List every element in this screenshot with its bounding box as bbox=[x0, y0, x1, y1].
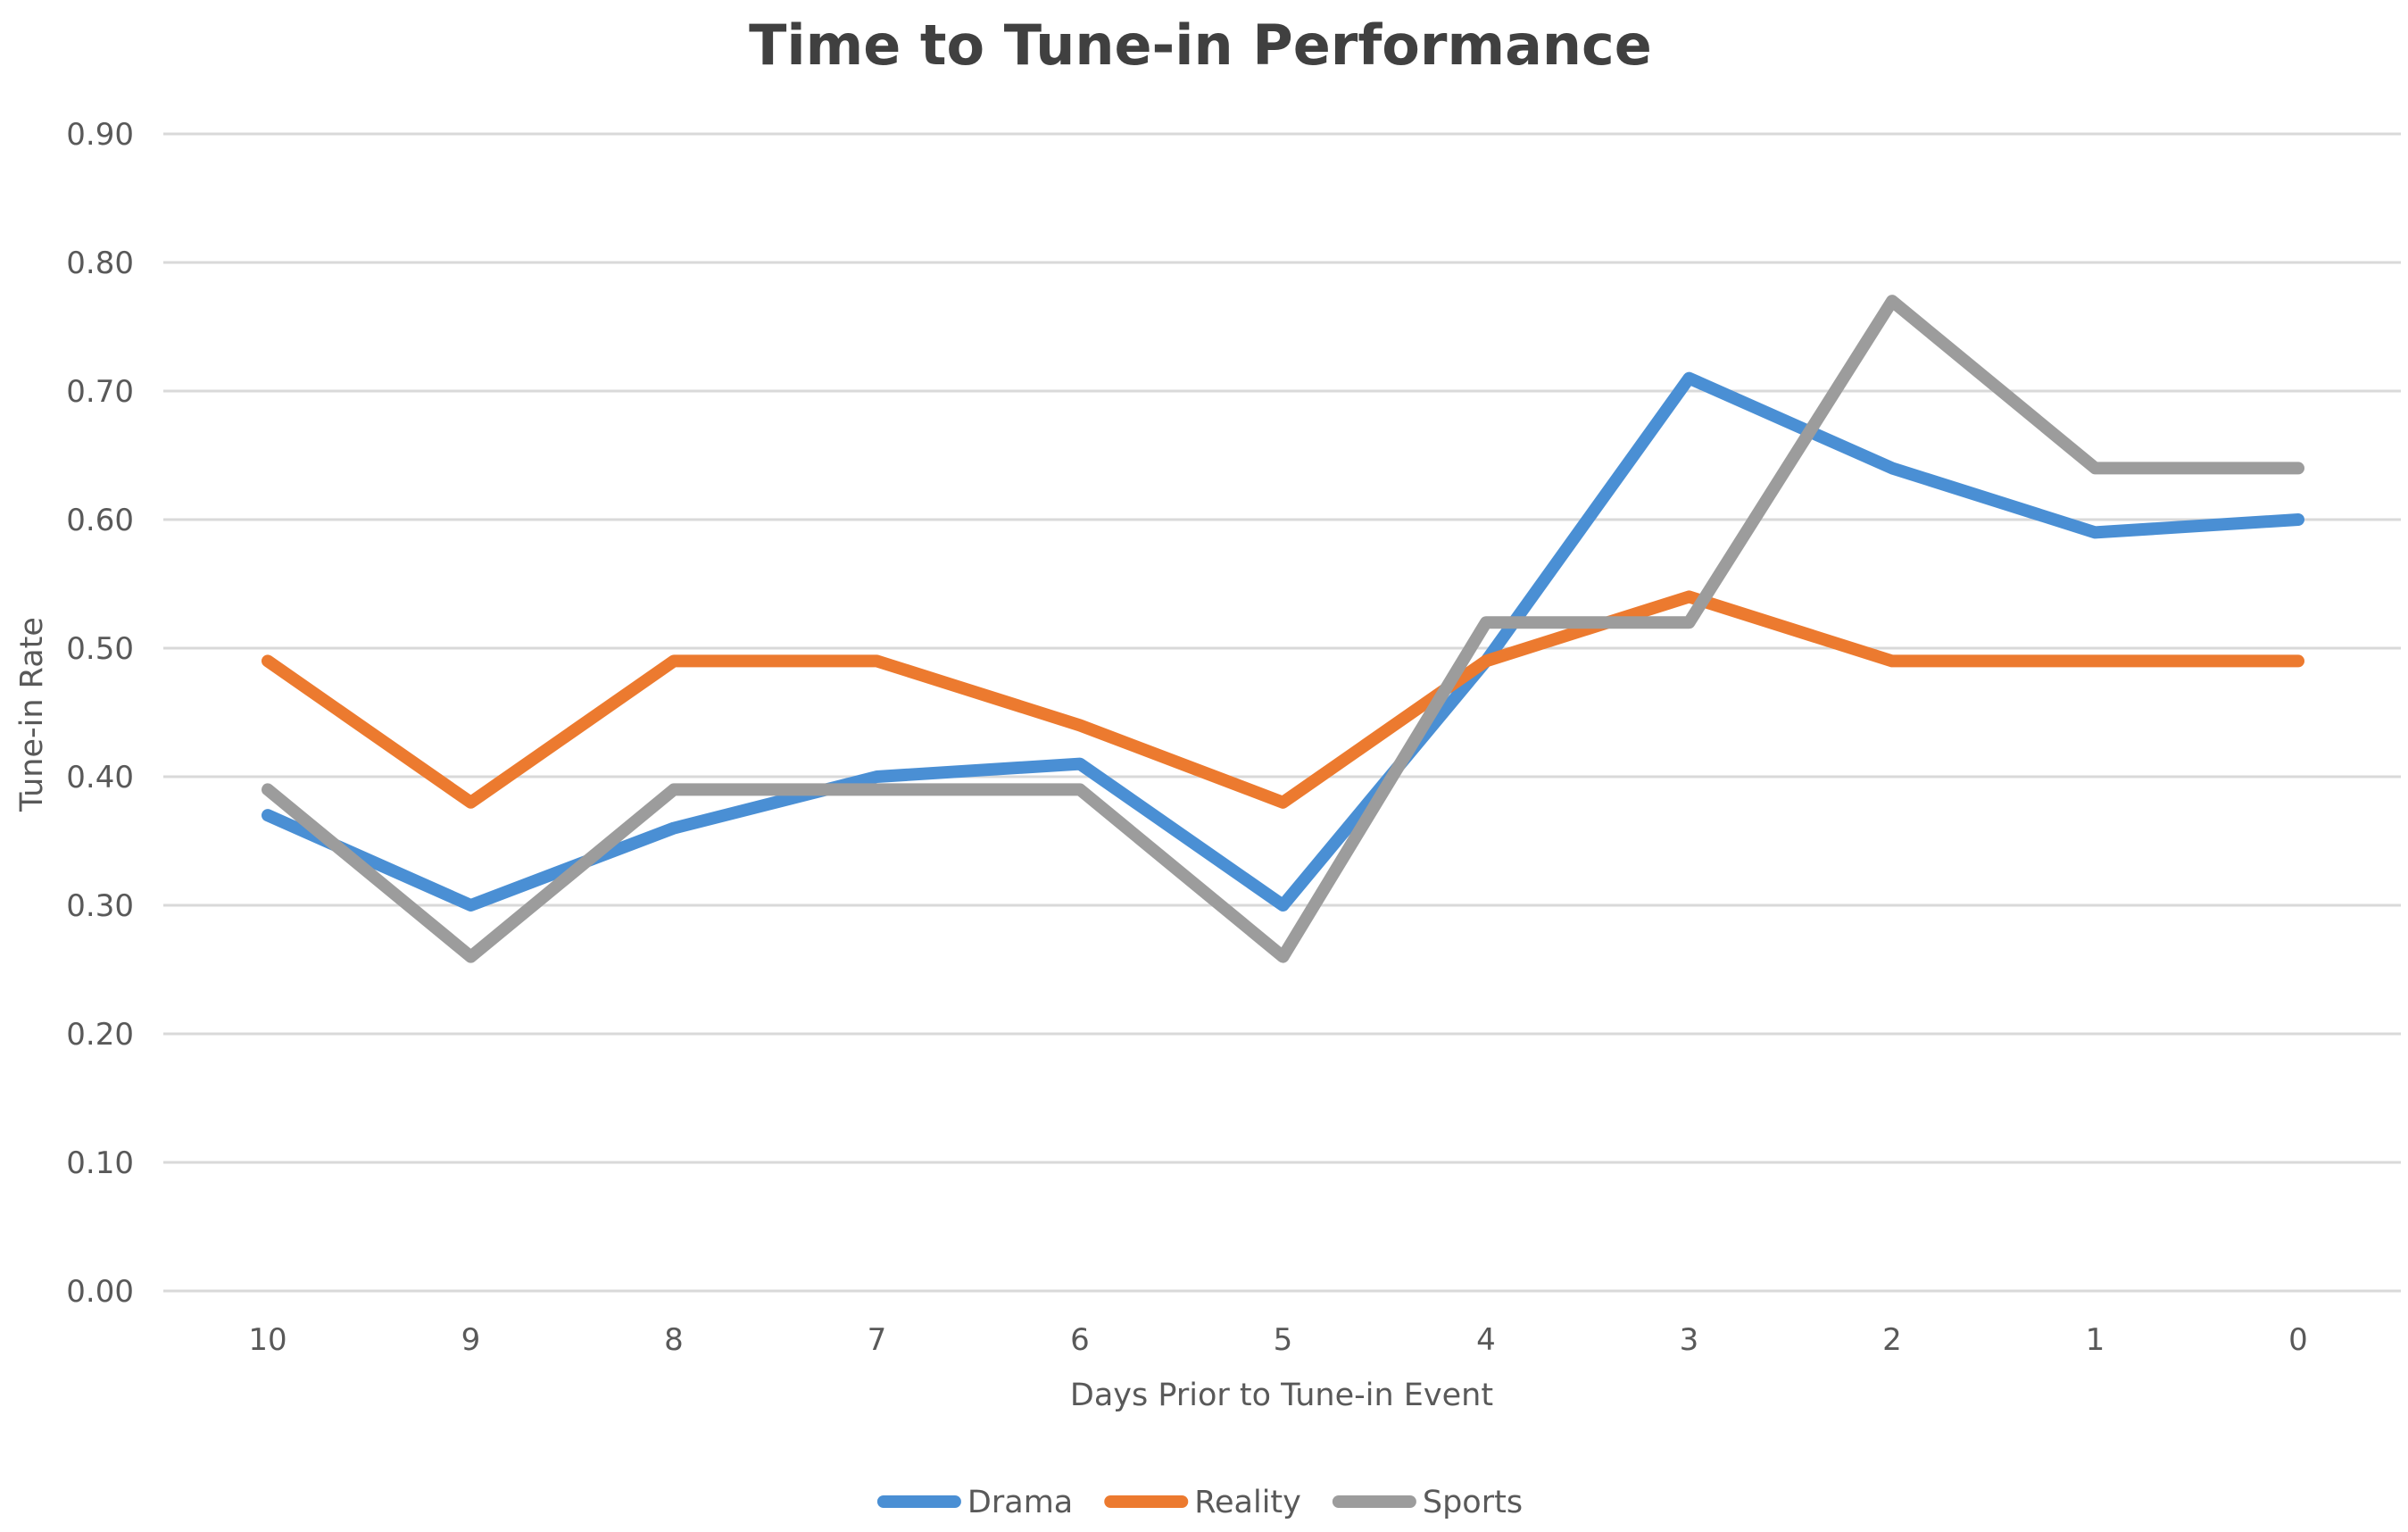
y-tick-label: 0.80 bbox=[66, 246, 134, 281]
y-tick-label: 0.90 bbox=[66, 117, 134, 153]
gridlines bbox=[163, 132, 2401, 1293]
x-tick-label: 2 bbox=[1882, 1322, 1902, 1358]
series-line-sports bbox=[262, 295, 2304, 963]
legend: Drama Reality Sports bbox=[876, 1485, 1523, 1520]
x-tick-label: 1 bbox=[2086, 1322, 2105, 1358]
legend-label-drama: Drama bbox=[967, 1485, 1073, 1520]
y-tick-label: 0.00 bbox=[66, 1274, 134, 1310]
y-tick-label: 0.30 bbox=[66, 888, 134, 924]
y-tick-label: 0.20 bbox=[66, 1017, 134, 1053]
x-tick-label: 0 bbox=[2288, 1322, 2308, 1358]
series-lines bbox=[262, 295, 2304, 963]
y-tick-label: 0.50 bbox=[66, 631, 134, 667]
x-tick-label: 6 bbox=[1070, 1322, 1090, 1358]
x-tick-label: 7 bbox=[868, 1322, 887, 1358]
series-line-reality bbox=[262, 590, 2304, 809]
x-axis-ticks: 10 9 8 7 6 5 4 3 2 1 0 bbox=[248, 1322, 2307, 1358]
y-tick-label: 0.60 bbox=[66, 503, 134, 538]
x-tick-label: 8 bbox=[664, 1322, 684, 1358]
x-tick-label: 5 bbox=[1274, 1322, 1293, 1358]
x-tick-label: 4 bbox=[1476, 1322, 1496, 1358]
y-tick-label: 0.40 bbox=[66, 760, 134, 795]
legend-label-reality: Reality bbox=[1194, 1485, 1301, 1520]
x-tick-label: 9 bbox=[461, 1322, 481, 1358]
x-tick-label: 3 bbox=[1680, 1322, 1699, 1358]
y-axis-ticks: 0.00 0.10 0.20 0.30 0.40 0.50 0.60 0.70 0.80 0.90 bbox=[66, 117, 134, 1310]
y-tick-label: 0.10 bbox=[66, 1145, 134, 1181]
x-axis-label: Days Prior to Tune-in Event bbox=[1070, 1378, 1493, 1413]
legend-label-sports: Sports bbox=[1423, 1485, 1523, 1520]
chart-title: Time to Tune-in Performance bbox=[749, 12, 1652, 78]
y-tick-label: 0.70 bbox=[66, 374, 134, 410]
y-axis-label: Tune-in Rate bbox=[14, 617, 50, 812]
x-tick-label: 10 bbox=[248, 1322, 286, 1358]
series-line-drama bbox=[262, 371, 2304, 912]
